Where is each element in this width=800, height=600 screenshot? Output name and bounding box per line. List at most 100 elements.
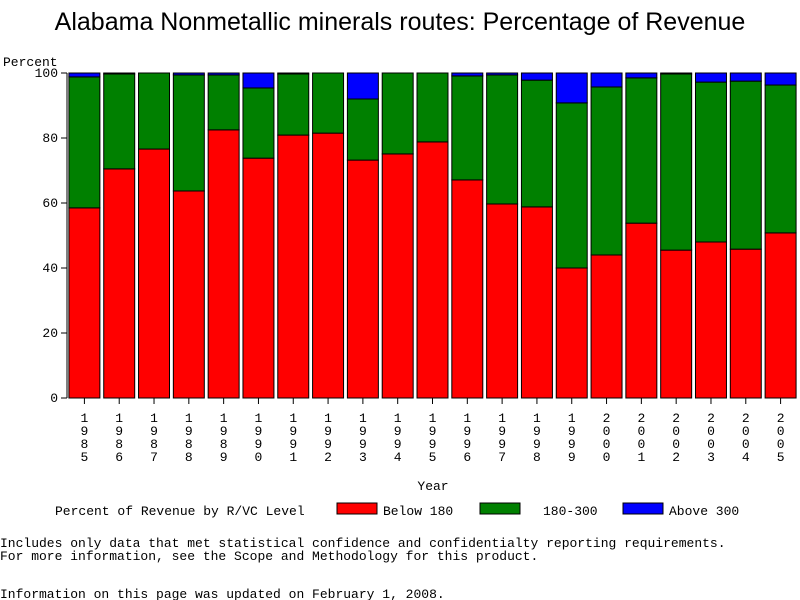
bar-segment	[590, 86, 623, 256]
bar-segment	[207, 129, 240, 399]
bar-segment	[416, 72, 449, 143]
bar-segment	[207, 72, 240, 76]
bar-segment	[277, 72, 310, 75]
bar-segment	[172, 190, 205, 399]
bar-segment	[764, 72, 797, 86]
bar-segment	[590, 254, 623, 399]
bar-segment	[729, 80, 762, 250]
bar-segment	[68, 76, 101, 209]
bar-segment	[103, 168, 136, 399]
bar-segment	[242, 87, 275, 159]
bar-segment	[694, 241, 727, 399]
x-axis-label: Year	[417, 479, 448, 494]
bar-segment	[68, 72, 101, 78]
legend-swatch	[622, 502, 664, 515]
bar-segment	[694, 72, 727, 83]
bar-segment	[312, 132, 345, 399]
legend-label: 180-300	[543, 504, 598, 519]
bar-segment	[346, 98, 379, 161]
bar-segment	[625, 77, 658, 224]
bar-segment	[520, 206, 553, 399]
bar-segment	[451, 75, 484, 181]
bar-segment	[416, 141, 449, 399]
footnote: Includes only data that met statistical …	[0, 536, 726, 551]
bar-segment	[381, 153, 414, 399]
bar-segment	[277, 73, 310, 136]
bar-segment	[138, 148, 171, 399]
bar-segment	[520, 72, 553, 81]
bar-segment	[103, 73, 136, 170]
bar-segment	[764, 84, 797, 234]
legend-swatch	[336, 502, 378, 515]
bar-segment	[486, 203, 519, 399]
bar-segment	[242, 157, 275, 399]
footnote: For more information, see the Scope and …	[0, 549, 538, 564]
bar-segment	[555, 102, 588, 269]
bar-segment	[625, 72, 658, 79]
chart-title: Alabama Nonmetallic minerals routes: Per…	[55, 8, 746, 36]
y-tick-label: 0	[50, 391, 58, 406]
footnote: Information on this page was updated on …	[0, 587, 445, 600]
y-tick-label: 80	[42, 131, 58, 146]
bar-segment	[486, 72, 519, 76]
bar-segment	[346, 72, 379, 100]
legend-label: Below 180	[383, 504, 453, 519]
bar-segment	[660, 249, 693, 399]
bar-segment	[486, 74, 519, 205]
bar-segment	[555, 267, 588, 399]
bar-segment	[555, 72, 588, 104]
bar-segment	[625, 222, 658, 399]
bar-segment	[451, 179, 484, 399]
bar-segment	[451, 72, 484, 77]
bar-segment	[346, 159, 379, 399]
bar-segment	[172, 74, 205, 192]
bar-segment	[660, 73, 693, 251]
bar-segment	[590, 72, 623, 88]
bar-segment	[138, 72, 171, 150]
bar-segment	[242, 72, 275, 89]
bar-segment	[729, 72, 762, 82]
bar-segment	[312, 72, 345, 134]
bar-segment	[207, 74, 240, 131]
bar-segment	[172, 72, 205, 76]
bar-segment	[381, 72, 414, 155]
y-tick-label: 60	[42, 196, 58, 211]
bar-segment	[103, 72, 136, 75]
bar-segment	[68, 207, 101, 399]
bar-segment	[277, 134, 310, 399]
bar-segment	[729, 248, 762, 399]
bar-segment	[764, 232, 797, 399]
y-axis-label: Percent	[3, 55, 58, 70]
bar-segment	[694, 81, 727, 243]
bar-segment	[520, 79, 553, 208]
y-tick-label: 100	[35, 66, 58, 81]
legend-label: Above 300	[669, 504, 739, 519]
bar-segment	[660, 72, 693, 75]
y-tick-label: 20	[42, 326, 58, 341]
legend-swatch	[479, 502, 521, 515]
y-tick-label: 40	[42, 261, 58, 276]
legend-title: Percent of Revenue by R/VC Level	[55, 504, 305, 519]
